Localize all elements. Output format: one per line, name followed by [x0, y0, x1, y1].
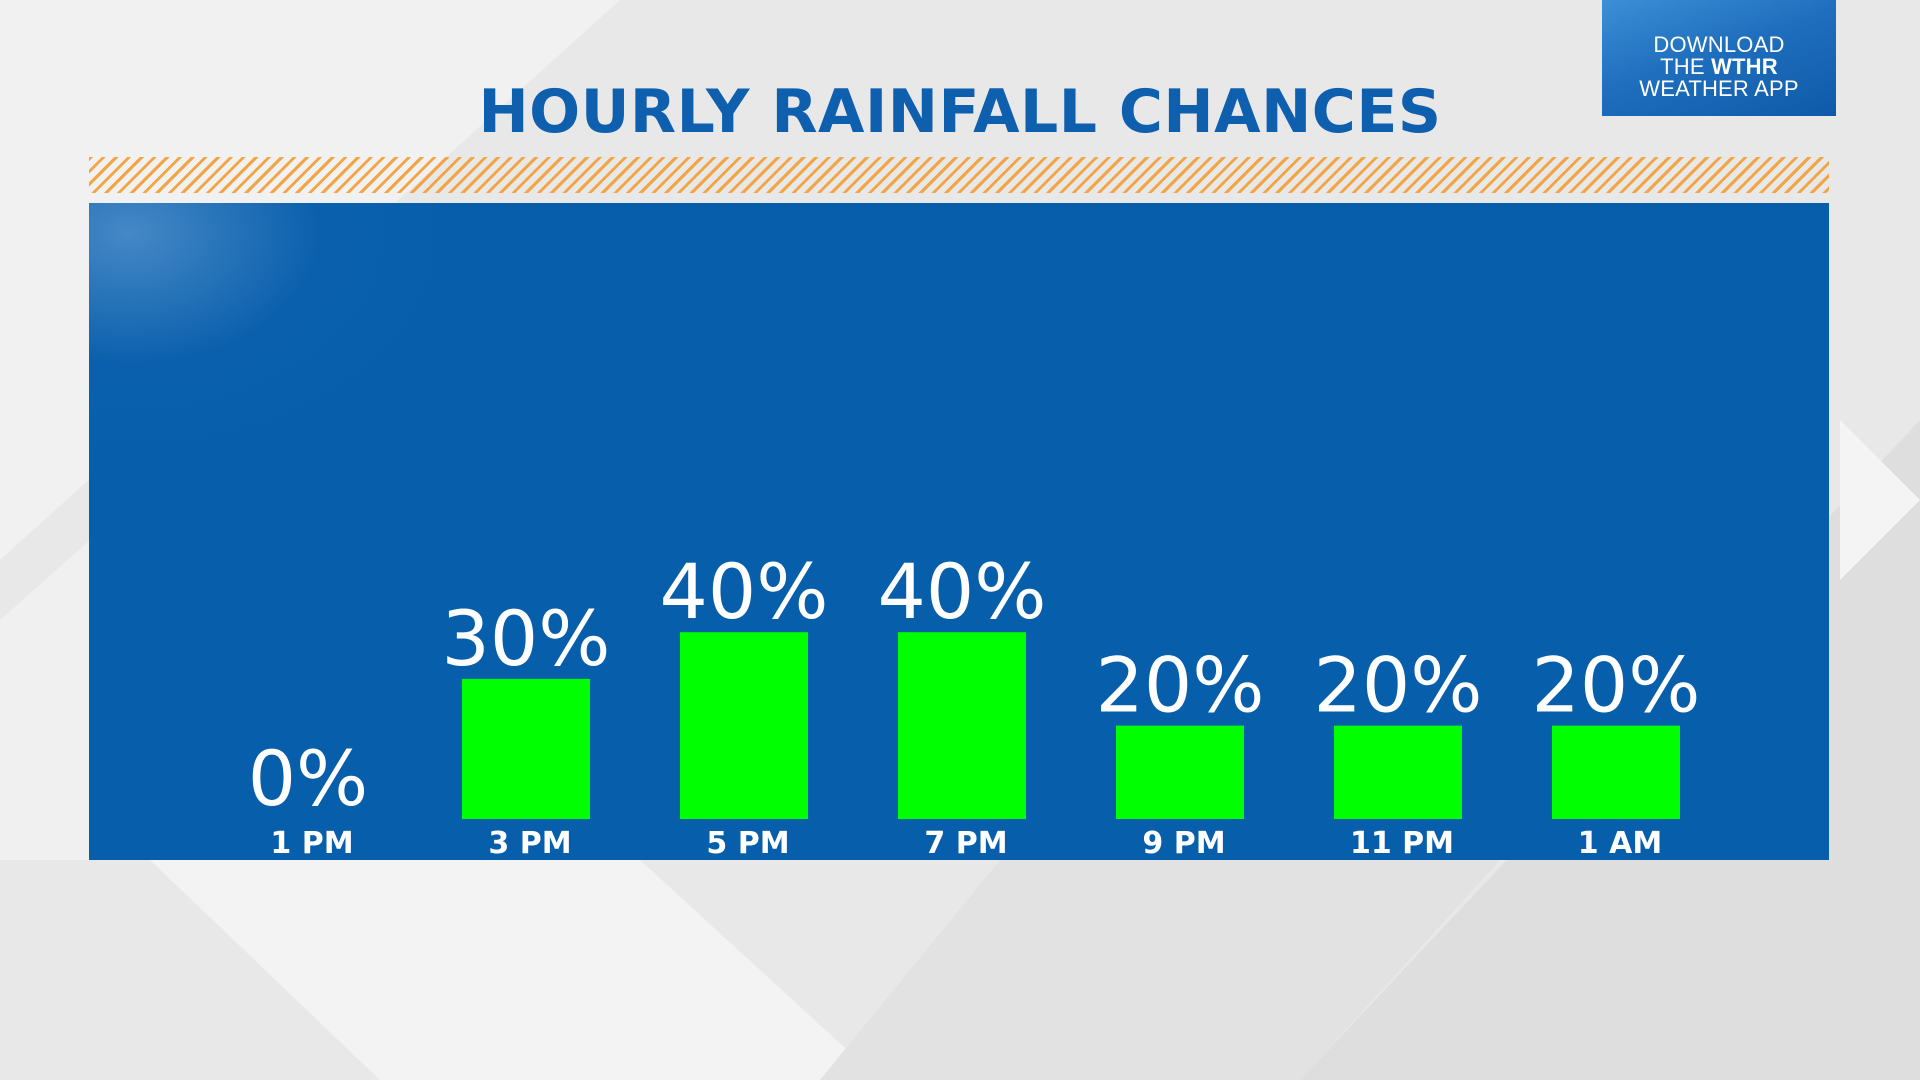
badge-line-2-prefix: THE: [1660, 54, 1712, 79]
category-label-9-pm: 9 PM: [1142, 826, 1225, 860]
bar-7-pm: [898, 632, 1026, 819]
category-label-1-pm: 1 PM: [270, 826, 353, 860]
bar-5-pm: [680, 632, 808, 819]
page-title: HOURLY RAINFALL CHANCES: [478, 77, 1442, 147]
bar-3-pm: [462, 678, 590, 819]
decorative-stripe-divider: [89, 157, 1829, 193]
data-label-7-pm: 40%: [878, 547, 1047, 636]
data-label-3-pm: 30%: [442, 594, 611, 683]
badge-line-2: THE WTHR: [1602, 56, 1836, 78]
rainfall-bar-chart: 0%1 PM 30% 3 PM 40% 5 PM 40% 7 PM 20% 9 PM 20% 11 …: [248, 547, 1701, 860]
data-label-1-pm: 0%: [248, 734, 369, 823]
badge-line-3: WEATHER APP: [1639, 76, 1799, 101]
badge-line-1: DOWNLOAD: [1653, 32, 1785, 57]
category-label-7-pm: 7 PM: [924, 826, 1007, 860]
data-label-11-pm: 20%: [1314, 641, 1483, 730]
data-label-5-pm: 40%: [660, 547, 829, 636]
download-app-badge: DOWNLOAD THE WTHR WEATHER APP: [1602, 0, 1836, 116]
bar-1-am: [1552, 725, 1680, 819]
category-label-5-pm: 5 PM: [706, 826, 789, 860]
category-label-11-pm: 11 PM: [1350, 826, 1454, 860]
bar-11-pm: [1334, 725, 1462, 819]
category-label-1-am: 1 AM: [1578, 826, 1662, 860]
bar-9-pm: [1116, 725, 1244, 819]
data-label-9-pm: 20%: [1096, 641, 1265, 730]
category-label-3-pm: 3 PM: [488, 826, 571, 860]
badge-brand: WTHR: [1711, 54, 1778, 79]
data-label-1-am: 20%: [1532, 641, 1701, 730]
